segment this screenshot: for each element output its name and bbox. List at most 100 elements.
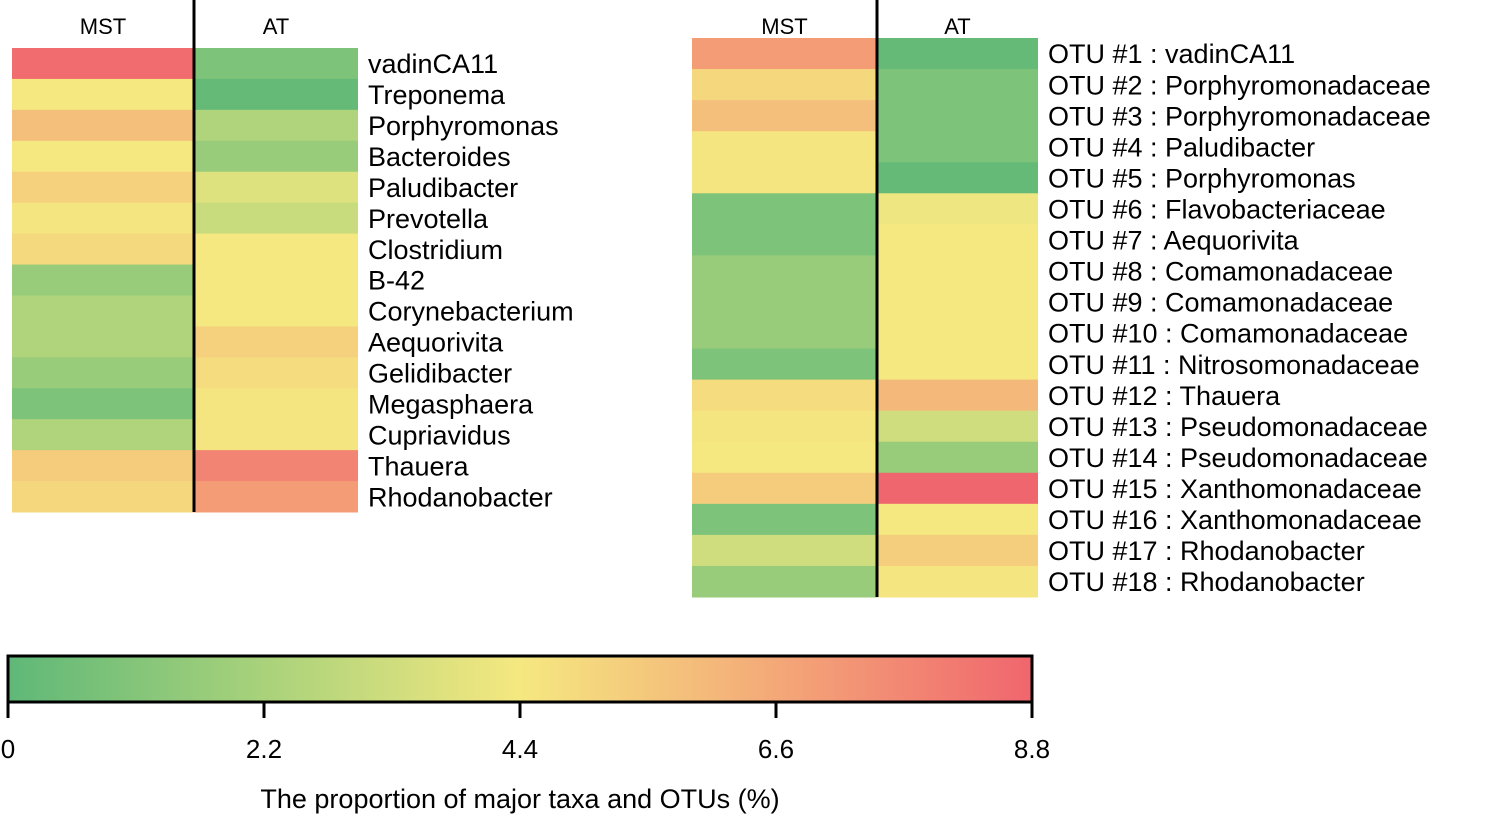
- heatmap-cell: [877, 503, 1038, 536]
- heatmap-cell: [194, 481, 358, 513]
- row-label: Aequorivita: [368, 328, 504, 358]
- heatmap-cell: [194, 171, 358, 204]
- heatmap-cell: [692, 317, 877, 350]
- colorbar-tick-label: 8.8: [1014, 734, 1050, 764]
- row-label: OTU #13 : Pseudomonadaceae: [1048, 412, 1428, 442]
- heatmap-cell: [877, 410, 1038, 443]
- row-label: OTU #4 : Paludibacter: [1048, 132, 1315, 162]
- row-label: OTU #7 : Aequorivita: [1048, 226, 1300, 256]
- heatmap-cell: [877, 286, 1038, 318]
- heatmap-cell: [12, 202, 194, 235]
- heatmap-cell: [692, 255, 877, 287]
- heatmap-cell: [194, 326, 358, 358]
- heatmap-cell: [12, 357, 194, 389]
- row-label: OTU #11 : Nitrosomonadaceae: [1048, 350, 1420, 380]
- colorbar-tick-label: 6.6: [758, 734, 794, 764]
- heatmap-cell: [692, 224, 877, 256]
- heatmap-cell: [877, 193, 1038, 225]
- row-label: Corynebacterium: [368, 297, 574, 327]
- heatmap-cell: [877, 162, 1038, 194]
- heatmap-cell: [877, 131, 1038, 163]
- colorbar-tick-label: 0: [1, 734, 15, 764]
- heatmap-cell: [692, 503, 877, 536]
- heatmap-cell: [692, 193, 877, 225]
- heatmap-cell: [12, 264, 194, 296]
- heatmap-cell: [194, 264, 358, 296]
- colorbar-gradient: [6, 654, 1034, 704]
- heatmap-cell: [877, 472, 1038, 505]
- heatmap-cell: [12, 109, 194, 142]
- colorbar-tick-label: 4.4: [502, 734, 538, 764]
- row-label: Prevotella: [368, 204, 489, 234]
- row-label: Thauera: [368, 451, 470, 481]
- heatmap-cell: [877, 379, 1038, 412]
- row-label: OTU #1 : vadinCA11: [1048, 39, 1295, 69]
- heatmap-cell: [877, 441, 1038, 474]
- heatmap-cell: [12, 295, 194, 327]
- heatmap-cell: [692, 441, 877, 474]
- heatmap-cell: [194, 78, 358, 111]
- heatmap-cell: [12, 419, 194, 451]
- row-label: OTU #3 : Porphyromonadaceae: [1048, 101, 1431, 131]
- heatmap-cell: [12, 388, 194, 420]
- heatmap-cell: [692, 100, 877, 132]
- row-label: OTU #8 : Comamonadaceae: [1048, 257, 1393, 287]
- row-label: OTU #18 : Rhodanobacter: [1048, 567, 1365, 597]
- row-label: Rhodanobacter: [368, 482, 553, 512]
- row-label: Bacteroides: [368, 142, 511, 172]
- heatmap-cell: [194, 233, 358, 266]
- heatmap-cell: [12, 233, 194, 266]
- colorbar-label: The proportion of major taxa and OTUs (%…: [260, 784, 779, 814]
- row-label: Cupriavidus: [368, 420, 511, 450]
- heatmap-cell: [692, 348, 877, 381]
- heatmap-cell: [692, 131, 877, 163]
- row-label: Megasphaera: [368, 389, 534, 419]
- heatmap-cell: [692, 69, 877, 101]
- heatmap-cell: [194, 48, 358, 80]
- heatmap-cell: [194, 419, 358, 451]
- row-label: OTU #14 : Pseudomonadaceae: [1048, 443, 1428, 473]
- column-header-mst: MST: [80, 14, 126, 39]
- row-label: B-42: [368, 266, 425, 296]
- row-label: vadinCA11: [368, 49, 498, 79]
- taxa-heatmap: MST AT vadinCA11TreponemaPorphyromonasBact…: [12, 0, 574, 513]
- row-label: Porphyromonas: [368, 111, 559, 141]
- row-label: OTU #12 : Thauera: [1048, 381, 1281, 411]
- colorbar: 0 2.2 4.4 6.6 8.8 The proportion of major ta…: [1, 654, 1050, 814]
- heatmap-cell: [877, 317, 1038, 350]
- heatmap-cell: [877, 534, 1038, 567]
- heatmap-cell: [12, 78, 194, 111]
- heatmap-cell: [692, 565, 877, 598]
- row-label: OTU #10 : Comamonadaceae: [1048, 319, 1408, 349]
- heatmap-cell: [194, 388, 358, 420]
- heatmap-cell: [877, 224, 1038, 256]
- column-header-at: AT: [944, 14, 970, 39]
- heatmap-cell: [877, 100, 1038, 132]
- column-header-at: AT: [263, 14, 289, 39]
- row-label: OTU #17 : Rhodanobacter: [1048, 536, 1365, 566]
- heatmap-cell: [194, 202, 358, 235]
- heatmap-cell: [692, 472, 877, 505]
- heatmap-cell: [877, 69, 1038, 101]
- row-label: Clostridium: [368, 235, 503, 265]
- colorbar-tick-label: 2.2: [246, 734, 282, 764]
- heatmap-cell: [12, 171, 194, 204]
- heatmap-cell: [194, 357, 358, 389]
- heatmap-cell: [12, 140, 194, 173]
- heatmap-cell: [12, 48, 194, 80]
- row-label: OTU #15 : Xanthomonadaceae: [1048, 474, 1422, 504]
- heatmap-cell: [692, 286, 877, 318]
- heatmap-cell: [194, 140, 358, 173]
- row-label: OTU #16 : Xanthomonadaceae: [1048, 505, 1422, 535]
- heatmap-cell: [692, 534, 877, 567]
- heatmap-cell: [12, 481, 194, 513]
- heatmap-cell: [194, 295, 358, 327]
- heatmap-cell: [877, 38, 1038, 70]
- heatmap-cell: [692, 162, 877, 194]
- row-label: Paludibacter: [368, 173, 518, 203]
- row-label: Treponema: [368, 80, 506, 110]
- heatmap-cell: [12, 450, 194, 482]
- heatmap-cell: [194, 450, 358, 482]
